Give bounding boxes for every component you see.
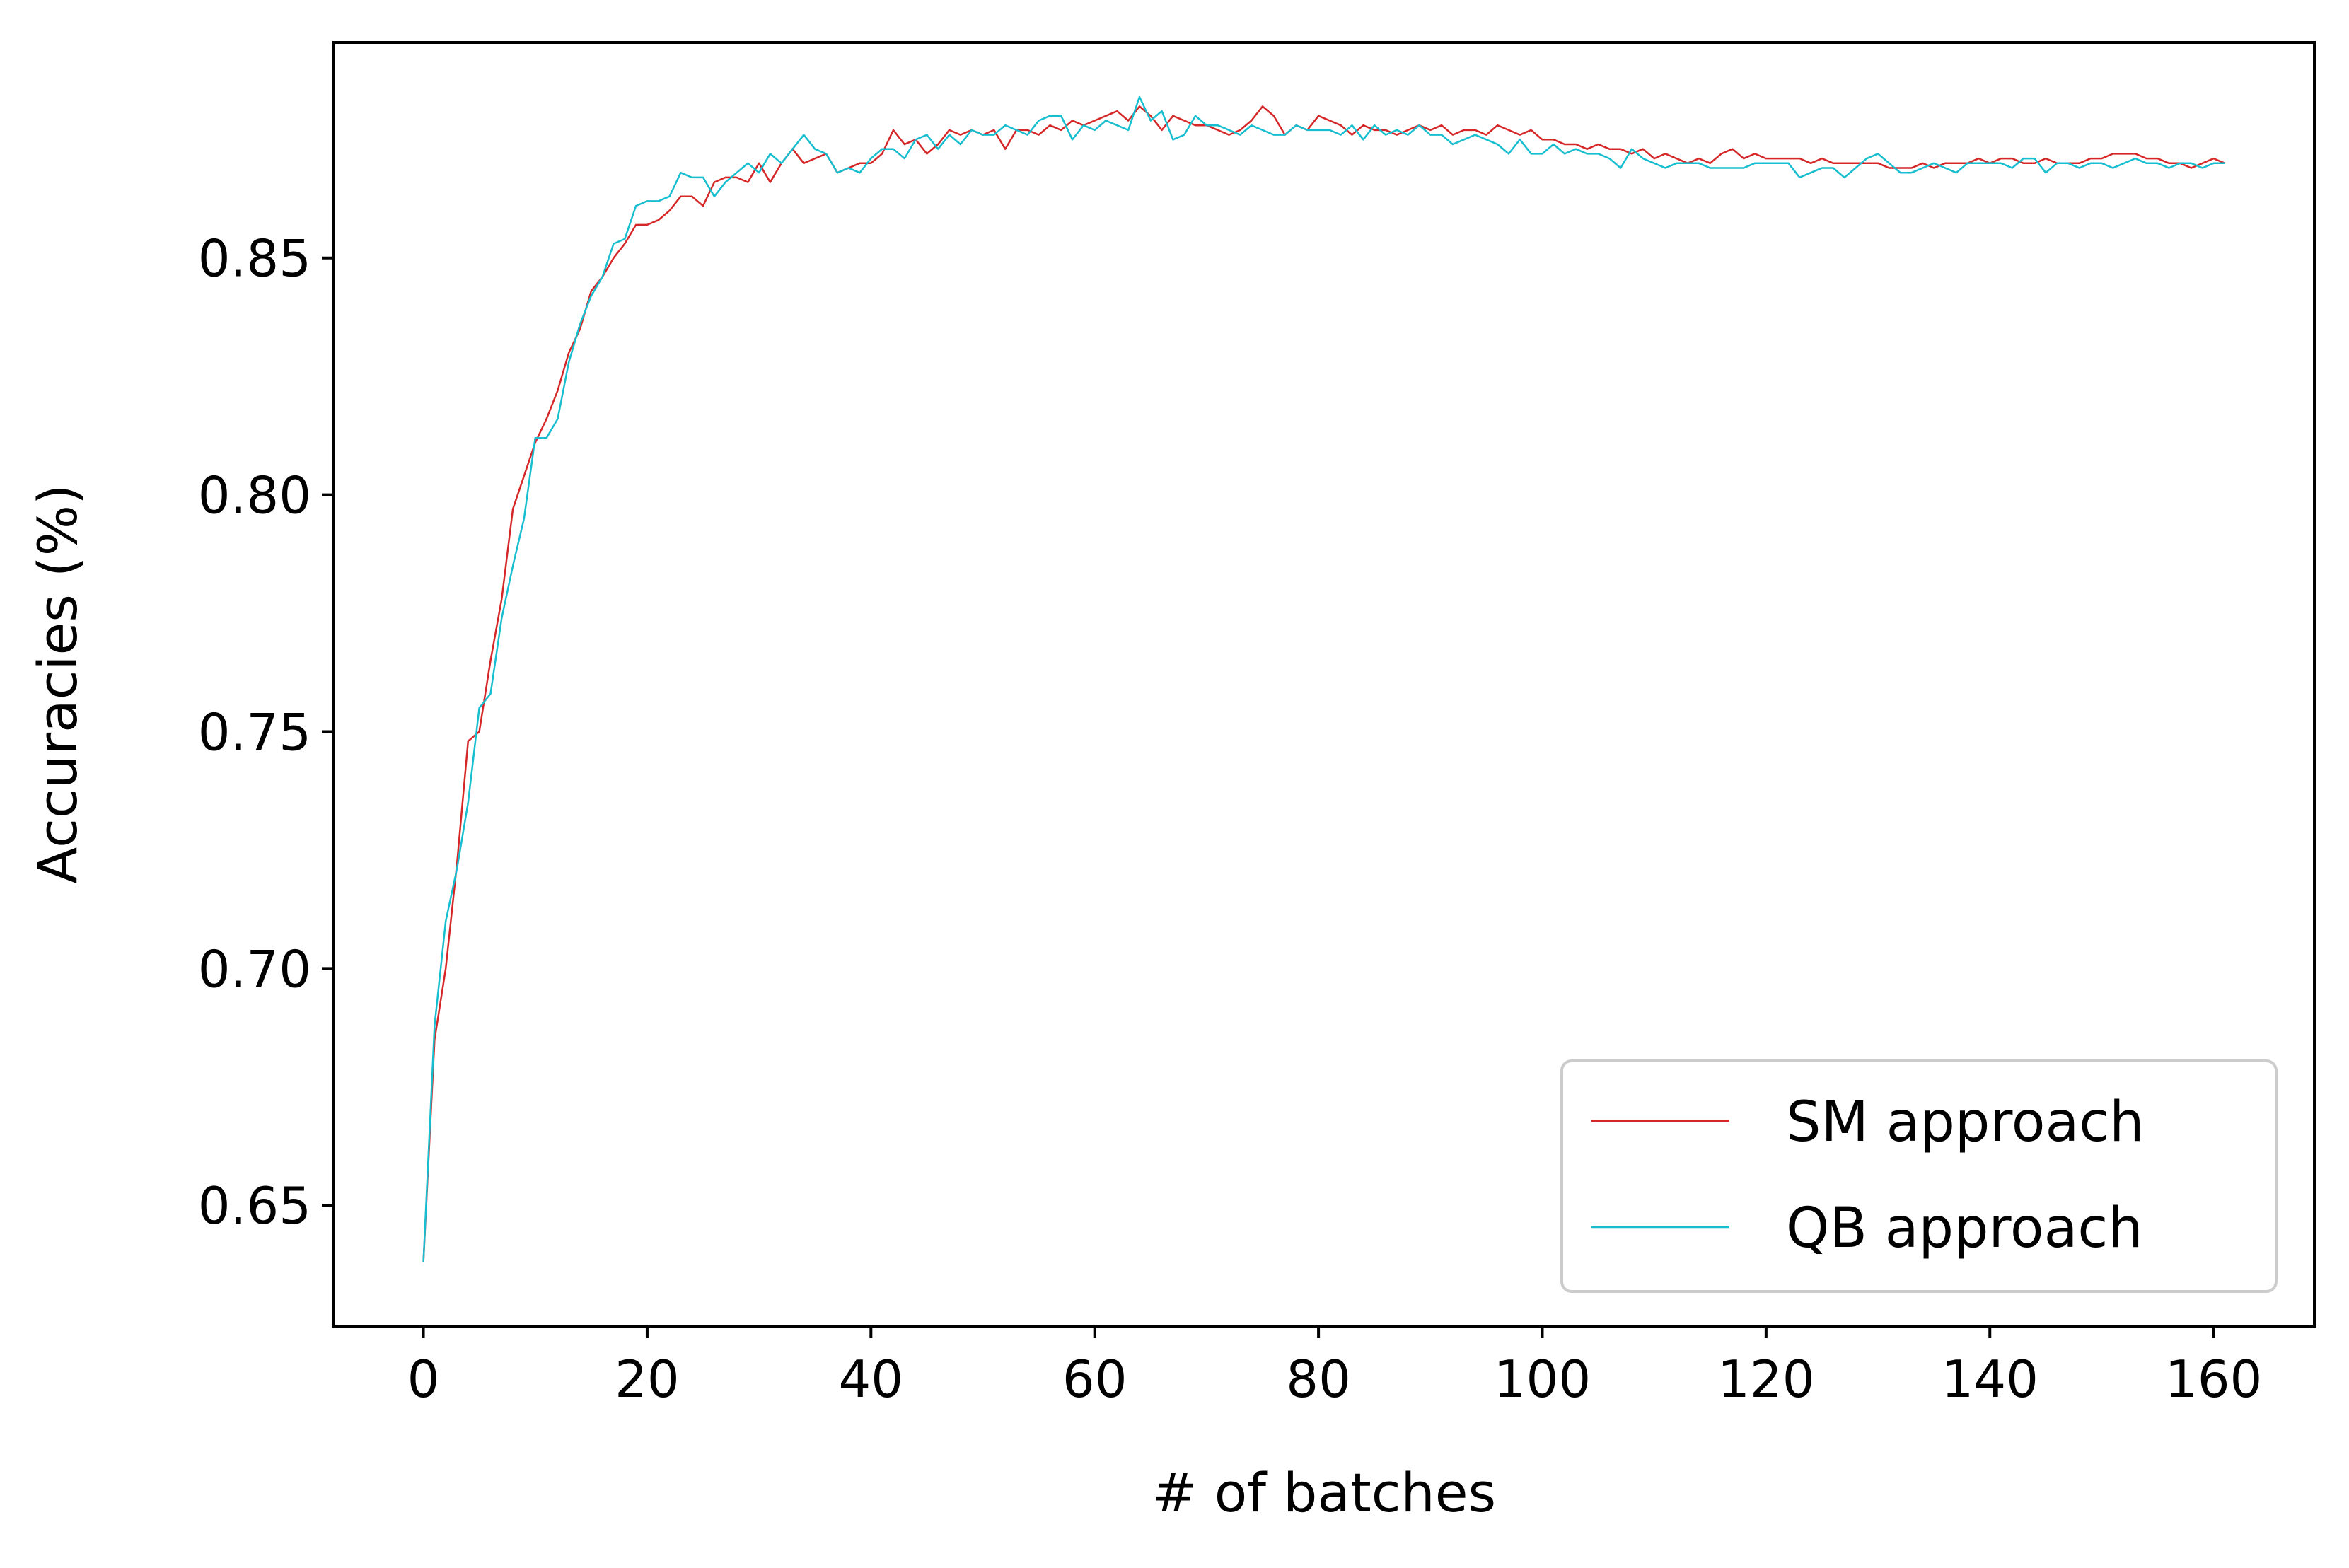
y-tick-label: 0.85 (198, 229, 311, 289)
y-tick-label: 0.70 (198, 939, 311, 999)
legend-label-sm: SM approach (1786, 1091, 2145, 1154)
plot-area-frame (332, 41, 2316, 1328)
x-axis-ticks: 0 20 40 60 80 100 120 140 160 (407, 1326, 2262, 1409)
y-tick-label: 0.80 (198, 466, 311, 525)
y-axis-ticks: 0.65 0.70 0.75 0.80 0.85 (198, 229, 334, 1236)
series-line-qb (422, 95, 2225, 1262)
x-tick-label: 20 (615, 1349, 680, 1409)
x-tick-label: 120 (1717, 1349, 1814, 1409)
y-tick-label: 0.75 (198, 702, 311, 762)
legend-label-qb: QB approach (1786, 1197, 2143, 1260)
x-tick-label: 80 (1286, 1349, 1351, 1409)
series-line-sm (422, 105, 2225, 1262)
x-tick-label: 140 (1942, 1349, 2038, 1409)
series-layer (422, 95, 2225, 1262)
x-axis-label: # of batches (1152, 1461, 1496, 1524)
legend: SM approach QB approach (1560, 1059, 2278, 1293)
y-axis-label: Accuracies (%) (26, 484, 89, 883)
x-tick-label: 0 (407, 1349, 440, 1409)
x-tick-label: 60 (1062, 1349, 1127, 1409)
y-tick-label: 0.65 (198, 1176, 311, 1236)
x-tick-label: 160 (2165, 1349, 2262, 1409)
legend-box (1560, 1059, 2278, 1293)
x-tick-label: 100 (1494, 1349, 1591, 1409)
x-tick-label: 40 (839, 1349, 904, 1409)
